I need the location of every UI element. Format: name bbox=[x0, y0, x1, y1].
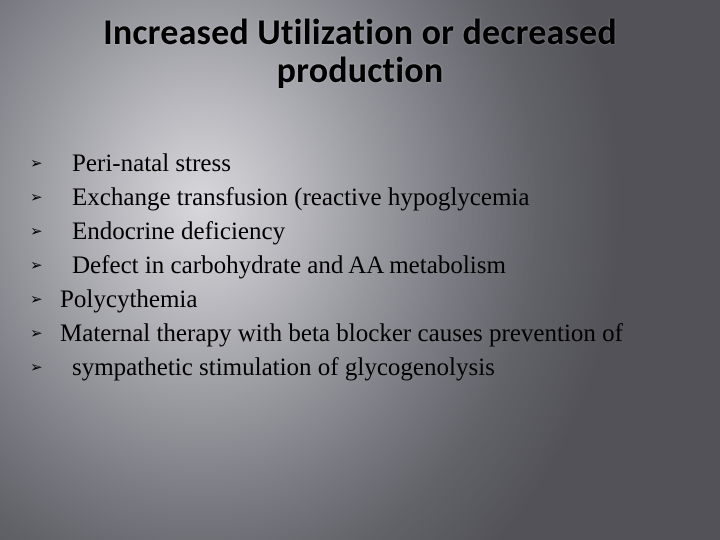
chevron-bullet-icon: ➢ bbox=[30, 284, 60, 316]
chevron-bullet-icon: ➢ bbox=[30, 182, 60, 214]
slide: Increased Utilization or decreased produ… bbox=[0, 0, 720, 540]
list-item: ➢Exchange transfusion (reactive hypoglyc… bbox=[30, 182, 690, 214]
chevron-bullet-icon: ➢ bbox=[30, 148, 60, 180]
list-item-text: sympathetic stimulation of glycogenolysi… bbox=[60, 352, 495, 384]
list-item: ➢Maternal therapy with beta blocker caus… bbox=[30, 318, 690, 350]
list-item: ➢Peri-natal stress bbox=[30, 148, 690, 180]
list-item-text: Polycythemia bbox=[60, 284, 197, 316]
chevron-bullet-icon: ➢ bbox=[30, 352, 60, 384]
list-item-text: Maternal therapy with beta blocker cause… bbox=[60, 318, 623, 350]
chevron-bullet-icon: ➢ bbox=[30, 250, 60, 282]
list-item-text: Endocrine deficiency bbox=[60, 216, 285, 248]
slide-title: Increased Utilization or decreased produ… bbox=[0, 14, 720, 90]
chevron-bullet-icon: ➢ bbox=[30, 216, 60, 248]
slide-body: ➢Peri-natal stress➢Exchange transfusion … bbox=[30, 148, 690, 386]
list-item-text: Defect in carbohydrate and AA metabolism bbox=[60, 250, 506, 282]
list-item: ➢sympathetic stimulation of glycogenolys… bbox=[30, 352, 690, 384]
list-item-text: Peri-natal stress bbox=[60, 148, 231, 180]
title-line-2: production bbox=[277, 48, 444, 92]
list-item: ➢Defect in carbohydrate and AA metabolis… bbox=[30, 250, 690, 282]
chevron-bullet-icon: ➢ bbox=[30, 318, 60, 350]
list-item-text: Exchange transfusion (reactive hypoglyce… bbox=[60, 182, 529, 214]
list-item: ➢Endocrine deficiency bbox=[30, 216, 690, 248]
list-item: ➢Polycythemia bbox=[30, 284, 690, 316]
